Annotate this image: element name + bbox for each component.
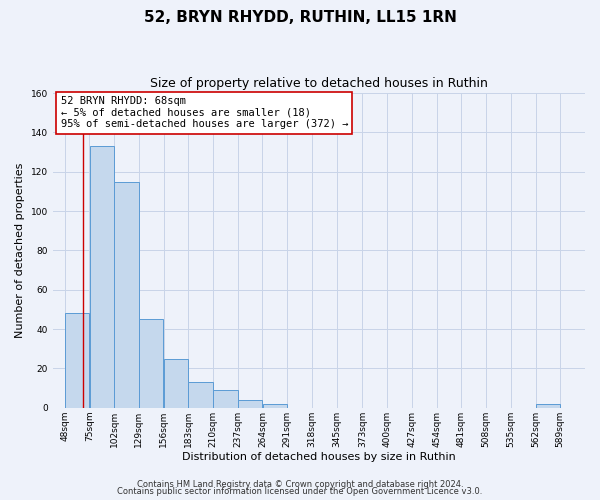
Title: Size of property relative to detached houses in Ruthin: Size of property relative to detached ho… [150, 78, 488, 90]
Bar [114, 182, 139, 408]
Text: 52, BRYN RHYDD, RUTHIN, LL15 1RN: 52, BRYN RHYDD, RUTHIN, LL15 1RN [143, 10, 457, 25]
Bar [139, 320, 163, 408]
Text: Contains public sector information licensed under the Open Government Licence v3: Contains public sector information licen… [118, 487, 482, 496]
X-axis label: Distribution of detached houses by size in Ruthin: Distribution of detached houses by size … [182, 452, 456, 462]
Text: Contains HM Land Registry data © Crown copyright and database right 2024.: Contains HM Land Registry data © Crown c… [137, 480, 463, 489]
Bar [188, 382, 213, 408]
Text: 52 BRYN RHYDD: 68sqm
← 5% of detached houses are smaller (18)
95% of semi-detach: 52 BRYN RHYDD: 68sqm ← 5% of detached ho… [61, 96, 348, 130]
Bar [238, 400, 262, 408]
Bar [263, 404, 287, 408]
Y-axis label: Number of detached properties: Number of detached properties [15, 162, 25, 338]
Bar [89, 146, 114, 408]
Bar [213, 390, 238, 408]
Bar [65, 314, 89, 408]
Bar [536, 404, 560, 408]
Bar [164, 358, 188, 408]
